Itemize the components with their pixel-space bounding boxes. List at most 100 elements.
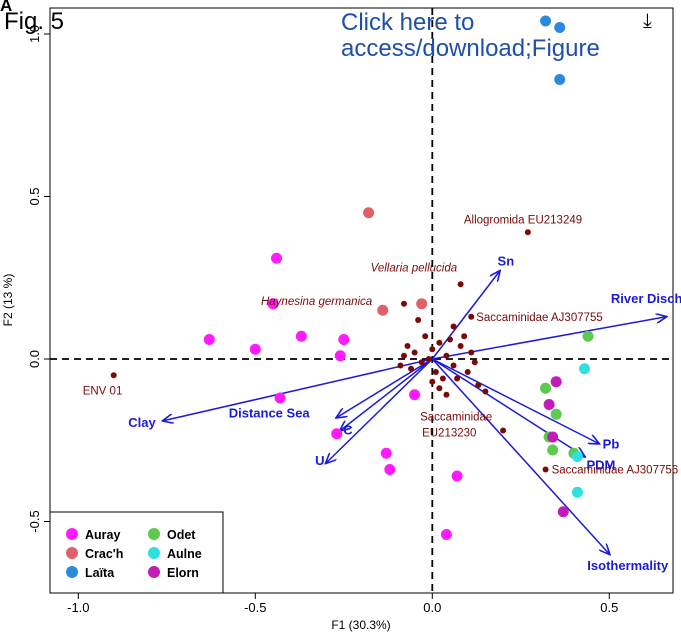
download-link-line1[interactable]: Click here to [341, 9, 475, 36]
legend-label: Odet [167, 528, 196, 542]
species-point [524, 229, 531, 236]
site-point [440, 529, 452, 540]
x-axis-label: F1 (30.3%) [331, 618, 390, 632]
species-point [432, 369, 439, 375]
site-point [557, 506, 569, 518]
y-axis-label: F2 (13 %) [1, 274, 15, 327]
site-point [274, 392, 286, 404]
species-point [443, 352, 450, 359]
x-tick-label: -1.0 [67, 600, 89, 615]
vector-label: PDM [587, 458, 616, 473]
species-label: Allogromida EU213249 [464, 214, 582, 226]
species-label: Haynesina germanica [261, 296, 372, 308]
species-point [450, 362, 457, 369]
site-point [416, 298, 428, 310]
site-point [331, 428, 343, 440]
site-point [547, 444, 559, 456]
species-point [475, 382, 482, 388]
vector-arrow [326, 358, 433, 463]
vector-arrow [337, 358, 433, 418]
site-point [543, 399, 555, 410]
species-point [415, 317, 422, 323]
legend-swatch [148, 566, 160, 578]
vector-label: C [343, 423, 353, 438]
species-label: Vellaria pellucida [371, 262, 458, 274]
legend-swatch [148, 547, 160, 559]
vector-label: Isothermality [587, 558, 669, 573]
site-point [384, 464, 396, 475]
site-point [554, 74, 566, 85]
legend-label: Aulne [167, 547, 202, 561]
species-point [446, 336, 453, 343]
download-icon[interactable]: ⤓ [643, 10, 652, 32]
species-point [436, 339, 443, 346]
legend-swatch [148, 528, 160, 540]
site-point [582, 330, 594, 342]
species-point [468, 349, 475, 356]
figure-label: Fig. 5 [4, 8, 65, 35]
species-point [436, 385, 443, 392]
site-point [271, 252, 283, 264]
y-tick-label: 0.5 [27, 187, 42, 205]
species-point [429, 346, 436, 353]
site-point [540, 15, 552, 27]
vector-label: Distance Sea [229, 406, 311, 421]
legend-label: Elorn [167, 566, 199, 580]
site-point [380, 447, 392, 459]
vector-arrow [431, 358, 598, 444]
species-point [439, 375, 446, 382]
vector-label: River Discharge [611, 291, 681, 306]
species-point [461, 333, 468, 340]
x-tick-label: 0.5 [600, 600, 618, 615]
legend-label: Crac'h [85, 547, 123, 561]
legend-box [49, 511, 224, 594]
site-point [550, 376, 562, 388]
species-point [404, 343, 411, 349]
site-point [550, 408, 562, 420]
species-point [408, 365, 415, 372]
species-point [482, 388, 489, 395]
download-link-line2[interactable]: access/download;Figure [341, 35, 600, 62]
site-point [451, 470, 463, 482]
vector-arrow [163, 358, 433, 421]
species-point [471, 359, 478, 366]
site-point [203, 334, 215, 345]
species-point [400, 300, 407, 307]
legend-swatch [66, 528, 78, 540]
vector-arrow [340, 358, 433, 431]
species-label: ENV 01 [83, 385, 123, 397]
download-link[interactable]: Click here to access/download;Figure [341, 10, 600, 62]
y-tick-label: 1.0 [27, 25, 42, 43]
species-point [454, 375, 461, 382]
vector-label: Pb [603, 437, 620, 452]
site-point [363, 207, 375, 219]
species-point [468, 313, 475, 320]
species-point [457, 281, 464, 288]
site-point [338, 334, 350, 345]
y-tick-label: 0.0 [27, 350, 42, 368]
species-point [500, 427, 507, 434]
species-point [422, 333, 429, 340]
legend: Auray Odet Crac'h Aulne Laïta Elorn [49, 511, 224, 594]
vector-label: U [315, 453, 324, 468]
vector-label: Clay [128, 415, 156, 430]
site-point [571, 486, 583, 498]
site-point [547, 431, 559, 443]
y-tick-label: -0.5 [27, 510, 42, 532]
site-point [334, 350, 346, 362]
species-point [110, 372, 117, 379]
species-point [411, 349, 418, 356]
site-point [249, 343, 261, 355]
species-point [400, 352, 407, 359]
site-point [409, 389, 421, 401]
site-point [554, 22, 566, 33]
vector-arrow [431, 358, 584, 457]
site-point [579, 363, 591, 375]
vector-arrow [431, 358, 609, 554]
site-point [267, 298, 279, 310]
site-point [377, 304, 389, 316]
species-point [450, 323, 457, 330]
x-tick-label: -0.5 [244, 600, 266, 615]
species-point [418, 359, 425, 366]
